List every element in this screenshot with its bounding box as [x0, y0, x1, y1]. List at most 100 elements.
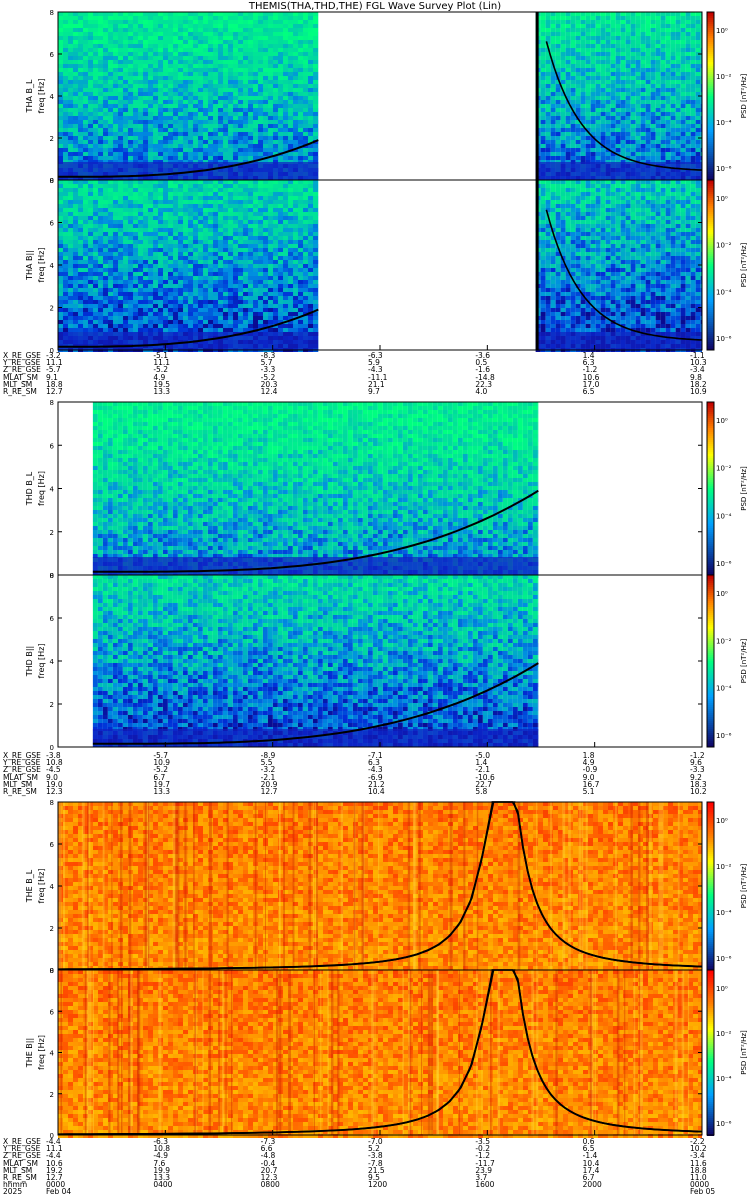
colorbar-tick-label: 10⁻⁶ — [716, 560, 732, 568]
freq-tick-label: 2 — [50, 1091, 54, 1099]
colorbar-tick-label: 10⁰ — [716, 817, 728, 825]
freq-tick-label: 4 — [50, 262, 55, 270]
colorbar-tick-label: 10⁰ — [716, 417, 728, 425]
time-axis-label: Feb 04 — [46, 1188, 71, 1195]
colorbar-tick-label: 10⁻⁴ — [716, 119, 732, 127]
time-axis-label: 1600 — [475, 1181, 494, 1188]
panel-name: THA B_L — [25, 79, 34, 113]
panel-name: THD B_L — [25, 471, 34, 506]
freq-tick-label: 2 — [50, 925, 54, 933]
colorbar-tick-label: 10⁻² — [716, 863, 732, 871]
time-axis-label: 0400 — [153, 1181, 172, 1188]
colorbar-label: PSD [nT²/Hz] — [740, 466, 748, 511]
freq-axis-label: freq [Hz] — [37, 1035, 46, 1070]
time-axis-label: 1200 — [368, 1181, 387, 1188]
ephemeris-value: 10.9 — [690, 388, 707, 395]
freq-tick-label: 4 — [50, 486, 55, 494]
freq-tick-label: 6 — [50, 220, 55, 228]
freq-tick-label: 4 — [50, 1050, 55, 1058]
freq-tick-label: 6 — [50, 442, 55, 450]
ephemeris-value: 5.8 — [475, 788, 487, 795]
freq-tick-label: 2 — [50, 701, 54, 709]
freq-tick-label: 2 — [50, 305, 54, 313]
colorbar-tick-label: 10⁰ — [716, 590, 728, 598]
colorbar-tick-label: 10⁻⁴ — [716, 685, 732, 693]
time-axis-label: 0800 — [261, 1181, 280, 1188]
freq-axis-label: freq [Hz] — [37, 644, 46, 679]
colorbar-label: PSD [nT²/Hz] — [740, 242, 748, 287]
colorbar-label: PSD [nT²/Hz] — [740, 1030, 748, 1075]
colorbar: 10⁰ 10⁻² 10⁻⁴ 10⁻⁶ PSD [nT²/Hz] — [707, 402, 748, 576]
colorbar: 10⁰ 10⁻² 10⁻⁴ 10⁻⁶ PSD [nT²/Hz] — [707, 970, 748, 1136]
time-axis-label: Feb 05 — [690, 1188, 715, 1195]
freq-tick-label: 6 — [50, 841, 55, 849]
data-gap-edge — [536, 12, 539, 180]
ephemeris-value: 10.2 — [690, 788, 707, 795]
colorbar-label: PSD [nT²/Hz] — [740, 863, 748, 908]
ephemeris-value: 6.5 — [583, 388, 595, 395]
freq-tick-label: 8 — [50, 799, 54, 807]
freq-tick-label: 2 — [50, 135, 54, 143]
freq-tick-label: 8 — [50, 967, 54, 975]
ephemeris-value: 5.1 — [583, 788, 595, 795]
freq-axis-label: freq [Hz] — [37, 869, 46, 904]
ephemeris-value: 4.0 — [475, 388, 487, 395]
panel-name: THE B_L — [25, 869, 34, 903]
ephemeris-value: 13.3 — [153, 388, 170, 395]
colorbar-tick-label: 10⁻⁶ — [716, 165, 732, 173]
panel-name: THD B|| — [25, 646, 34, 677]
freq-tick-label: 8 — [50, 399, 54, 407]
ephemeris-row-label: R_RE_SM — [3, 388, 37, 395]
freq-tick-label: 8 — [50, 9, 54, 17]
time-axis-label: 2000 — [583, 1181, 602, 1188]
ephemeris-row-label: R_RE_SM — [3, 788, 37, 795]
freq-tick-label: 6 — [50, 1008, 55, 1016]
panel-name: THE B|| — [25, 1038, 34, 1068]
ephemeris-value: 9.7 — [368, 388, 380, 395]
colorbar-tick-label: 10⁰ — [716, 27, 728, 35]
colorbar-tick-label: 10⁻² — [716, 465, 732, 473]
ephemeris-value: 12.4 — [261, 388, 278, 395]
ephemeris-value: 10.4 — [368, 788, 385, 795]
colorbar-tick-label: 10⁰ — [716, 195, 728, 203]
colorbar-tick-label: 10⁻² — [716, 73, 732, 81]
colorbar-tick-label: 10⁻⁴ — [716, 1075, 732, 1083]
colorbar-label: PSD [nT²/Hz] — [740, 638, 748, 683]
freq-tick-label: 4 — [50, 658, 55, 666]
freq-tick-label: 2 — [50, 529, 54, 537]
freq-axis-label: freq [Hz] — [37, 471, 46, 506]
colorbar-tick-label: 10⁻⁶ — [716, 1120, 732, 1128]
colorbar-tick-label: 10⁻⁶ — [716, 335, 732, 343]
freq-axis-label: freq [Hz] — [37, 79, 46, 114]
freq-tick-label: 4 — [50, 883, 55, 891]
freq-tick-label: 4 — [50, 93, 55, 101]
colorbar: 10⁰ 10⁻² 10⁻⁴ 10⁻⁶ PSD [nT²/Hz] — [707, 802, 748, 970]
freq-tick-label: 8 — [50, 572, 54, 580]
ephemeris-value: 12.3 — [46, 788, 63, 795]
colorbar-tick-label: 10⁻⁴ — [716, 909, 732, 917]
ephemeris-value: 12.7 — [261, 788, 278, 795]
colorbar-tick-label: 10⁻⁴ — [716, 512, 732, 520]
colorbar-tick-label: 10⁻² — [716, 1030, 732, 1038]
freq-tick-label: 6 — [50, 51, 55, 59]
freq-tick-label: 8 — [50, 177, 54, 185]
colorbar-tick-label: 10⁻⁶ — [716, 955, 732, 963]
data-gap-edge — [536, 180, 539, 350]
colorbar-tick-label: 10⁻² — [716, 637, 732, 645]
ephemeris-value: 12.7 — [46, 388, 63, 395]
colorbar-tick-label: 10⁰ — [716, 985, 728, 993]
colorbar-tick-label: 10⁻² — [716, 242, 732, 250]
freq-axis-label: freq [Hz] — [37, 248, 46, 283]
